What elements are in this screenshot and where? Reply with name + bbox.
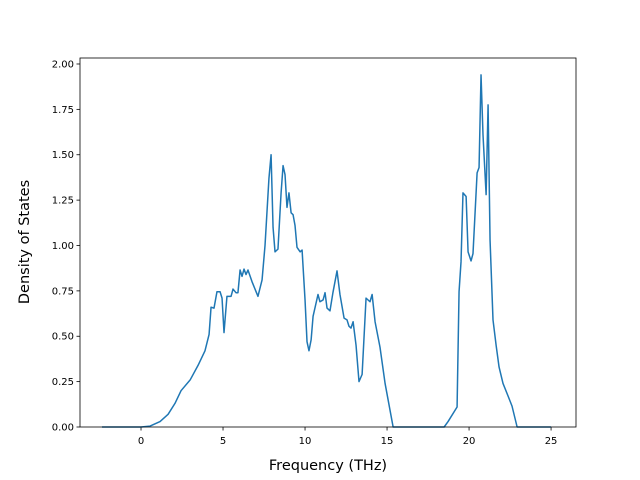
- y-tick-label: 0.25: [52, 377, 74, 388]
- x-tick-label: 10: [299, 436, 312, 447]
- y-tick-label: 1.25: [52, 196, 74, 207]
- axes-frame: [79, 57, 577, 428]
- y-tick-label: 1.75: [52, 105, 74, 116]
- y-tick-label: 0.50: [52, 332, 74, 343]
- x-tick-label: 25: [545, 436, 558, 447]
- x-tick-label: 5: [220, 436, 226, 447]
- y-tick-label: 1.00: [52, 241, 74, 252]
- y-tick-label: 0.75: [52, 286, 74, 297]
- y-tick-label: 1.50: [52, 150, 74, 161]
- y-tick-label: 2.00: [52, 59, 74, 70]
- y-axis-label: Density of States: [17, 180, 33, 304]
- y-tick-label: 0.00: [52, 423, 74, 434]
- x-tick-label: 0: [138, 436, 144, 447]
- x-axis-label: Frequency (THz): [269, 458, 387, 474]
- x-tick-label: 15: [381, 436, 394, 447]
- x-tick-label: 20: [463, 436, 476, 447]
- dos-line: [101, 74, 552, 428]
